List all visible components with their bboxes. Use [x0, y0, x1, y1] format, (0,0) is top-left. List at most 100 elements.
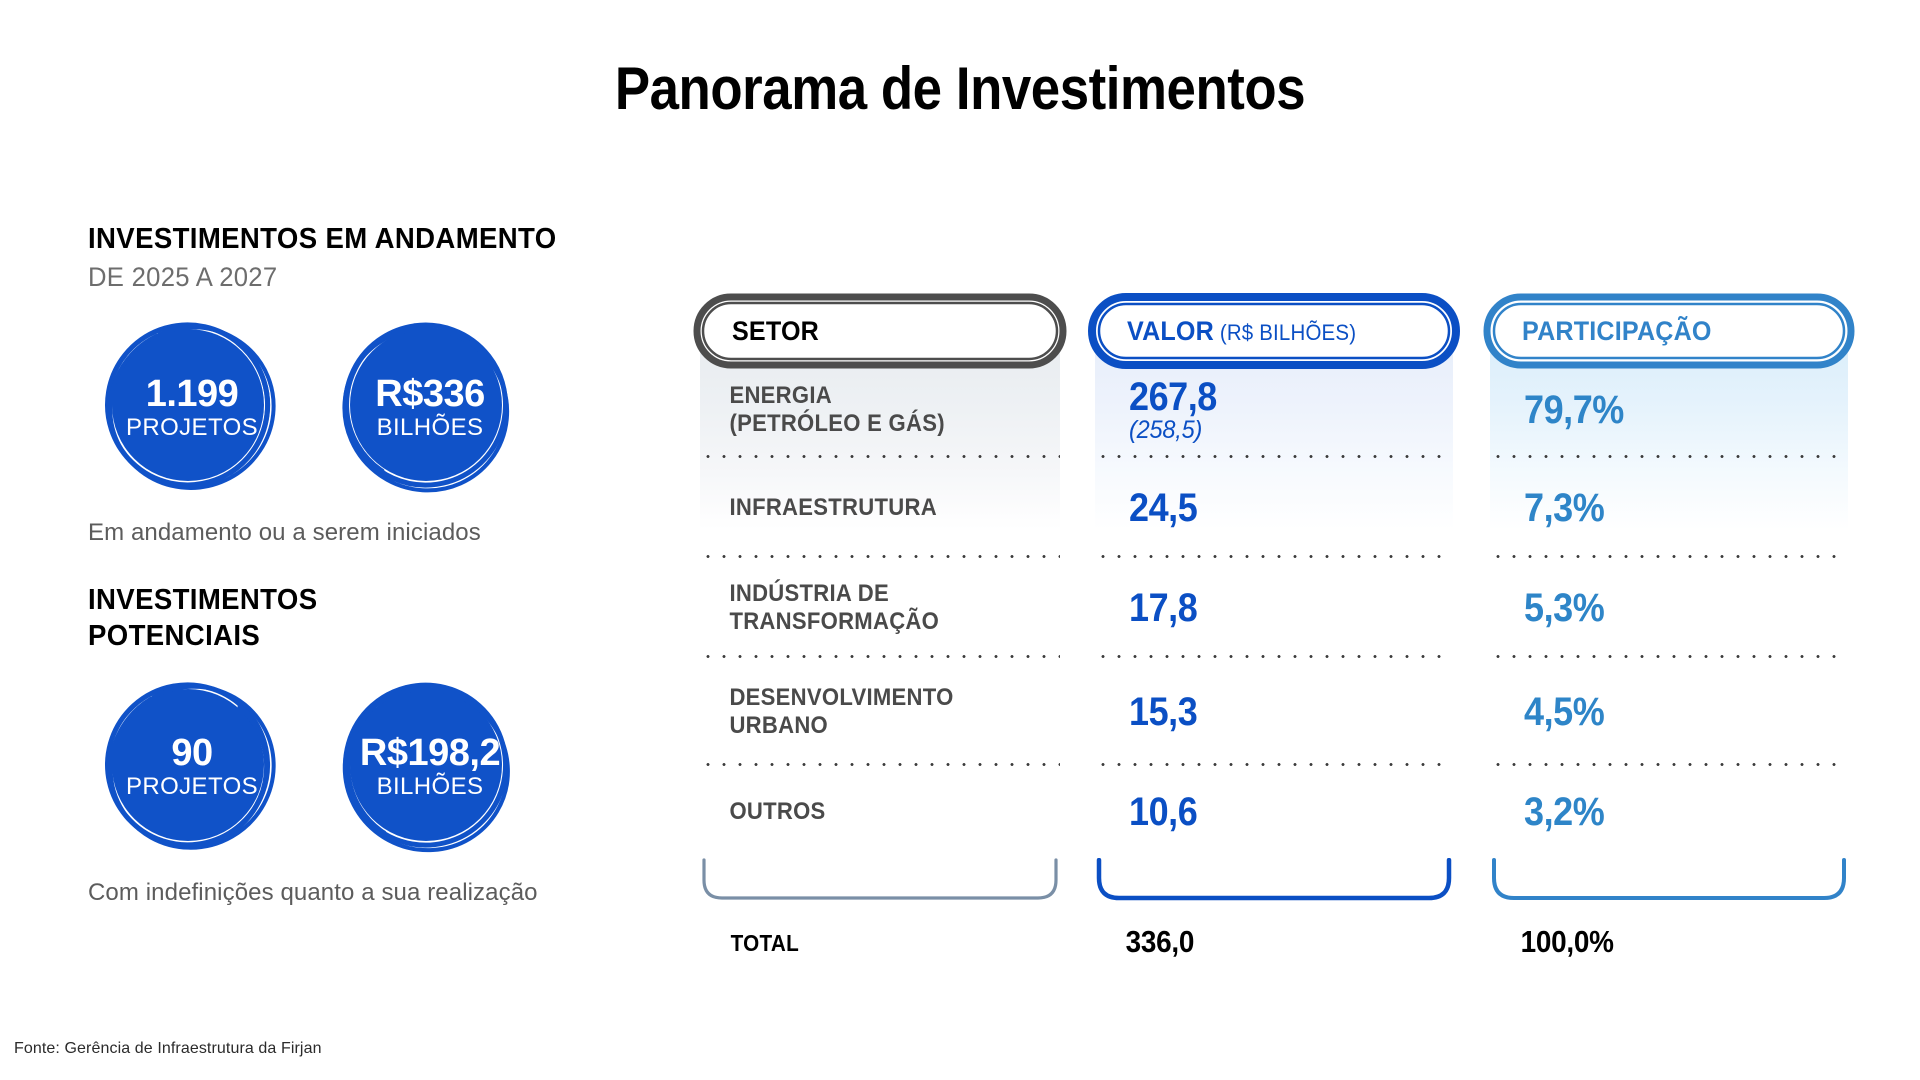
column-value: VALOR (R$ BILHÕES) 267,8 (258,5) 24,5 17…	[1088, 293, 1460, 959]
header-label-value-unit: (R$ BILHÕES)	[1213, 319, 1357, 345]
sector-line-2: TRANSFORMAÇÃO	[729, 608, 940, 635]
column-bottom-bracket	[700, 858, 1060, 902]
participation-number: 3,2%	[1524, 790, 1605, 834]
stat-circle-projects: 90 PROJETOS	[88, 673, 296, 863]
stat-circle-value: R$198,2 BILHÕES	[326, 673, 534, 863]
sketch-pill-icon	[693, 293, 1067, 369]
row-separator	[1095, 555, 1453, 558]
sector-line-1: INDÚSTRIA DE	[729, 579, 889, 607]
total-participation: 100,0%	[1520, 924, 1614, 959]
value-cell: 15,3	[1095, 691, 1205, 733]
sector-line-2: URBANO	[729, 712, 829, 739]
potential-section: INVESTIMENTOS POTENCIAIS 90 PROJETOS	[88, 583, 648, 907]
sketch-circle-icon	[105, 322, 276, 490]
table-row: 24,5	[1095, 458, 1453, 558]
value-cell: 24,5	[1095, 487, 1205, 529]
ongoing-caption: Em andamento ou a serem iniciados	[88, 518, 481, 546]
row-separator	[700, 763, 1060, 766]
row-separator	[1490, 655, 1848, 658]
sector-line-1: ENERGIA	[729, 381, 832, 409]
participation-cell: 5,3%	[1490, 587, 1613, 629]
participation-cell: 7,3%	[1490, 487, 1613, 529]
participation-cell: 79,7%	[1490, 389, 1635, 431]
header-pill-sector[interactable]: SETOR	[693, 293, 1067, 369]
table-row: 3,2%	[1490, 766, 1848, 858]
participation-number: 7,3%	[1524, 486, 1605, 530]
row-separator	[1490, 455, 1848, 458]
table-row: 5,3%	[1490, 558, 1848, 658]
ongoing-stat-circles: 1.199 PROJETOS R$336 BILHÕES	[88, 313, 648, 503]
value-cell: 17,8	[1095, 587, 1205, 629]
potential-heading-line1: INVESTIMENTOS	[88, 583, 318, 616]
investments-table: SETOR ENERGIA (PETRÓLEO E GÁS) INFRAESTR…	[693, 293, 1860, 1000]
participation-rows: 79,7% 7,3% 5,3% 4,5%	[1490, 362, 1848, 858]
table-row: DESENVOLVIMENTO URBANO	[700, 658, 1060, 766]
column-bottom-bracket	[1490, 858, 1848, 902]
header-label-value-main: VALOR	[1127, 315, 1214, 346]
total-row-participation: 100,0%	[1490, 924, 1848, 960]
value-sub-number: (258,5)	[1129, 416, 1203, 445]
sketch-circle-icon	[105, 681, 276, 850]
potential-stat-circles: 90 PROJETOS R$198,2 BILHÕES	[88, 673, 648, 863]
sector-line-2: (PETRÓLEO E GÁS)	[729, 410, 945, 437]
sketch-pill-icon	[1483, 293, 1855, 369]
table-row: OUTROS	[700, 766, 1060, 858]
header-label-value: VALOR (R$ BILHÕES)	[1127, 316, 1356, 347]
row-separator	[1095, 763, 1453, 766]
header-pill-value[interactable]: VALOR (R$ BILHÕES)	[1088, 293, 1460, 369]
sector-cell: INDÚSTRIA DE TRANSFORMAÇÃO	[700, 580, 939, 637]
row-separator	[1095, 655, 1453, 658]
ongoing-subheading: DE 2025 A 2027	[88, 261, 278, 292]
total-row-sector: TOTAL	[700, 930, 1060, 957]
row-separator	[700, 455, 1060, 458]
sector-cell: INFRAESTRUTURA	[700, 494, 937, 522]
column-participation: PARTICIPAÇÃO 79,7% 7,3% 5,3%	[1483, 293, 1855, 959]
table-row: 10,6	[1095, 766, 1453, 858]
value-number: 24,5	[1129, 486, 1198, 530]
sector-line-1: DESENVOLVIMENTO	[729, 683, 954, 711]
sketch-circle-icon	[342, 322, 510, 493]
total-row-value: 336,0	[1095, 924, 1453, 960]
value-number: 267,8	[1129, 375, 1217, 420]
value-cell: 10,6	[1095, 791, 1205, 833]
sector-line-1: INFRAESTRUTURA	[729, 493, 937, 521]
participation-number: 5,3%	[1524, 586, 1605, 630]
sector-cell: DESENVOLVIMENTO URBANO	[700, 684, 954, 741]
ongoing-heading: INVESTIMENTOS EM ANDAMENTO	[88, 223, 557, 255]
left-panel: INVESTIMENTOS EM ANDAMENTO DE 2025 A 202…	[88, 222, 648, 907]
sector-cell: ENERGIA (PETRÓLEO E GÁS)	[700, 382, 945, 439]
stat-circle-value: R$336 BILHÕES	[326, 313, 534, 503]
value-cell: 267,8 (258,5)	[1095, 376, 1227, 443]
total-value: 336,0	[1125, 924, 1195, 959]
header-pill-participation[interactable]: PARTICIPAÇÃO	[1483, 293, 1855, 369]
row-separator	[1095, 455, 1453, 458]
ongoing-section: INVESTIMENTOS EM ANDAMENTO DE 2025 A 202…	[88, 222, 648, 547]
value-number: 10,6	[1129, 790, 1198, 834]
table-row: 7,3%	[1490, 458, 1848, 558]
row-separator	[700, 555, 1060, 558]
potential-caption: Com indefinições quanto a sua realização	[88, 878, 538, 906]
participation-number: 79,7%	[1524, 388, 1624, 432]
header-label-participation: PARTICIPAÇÃO	[1522, 315, 1712, 346]
participation-cell: 3,2%	[1490, 791, 1613, 833]
table-row: 79,7%	[1490, 362, 1848, 458]
total-label: TOTAL	[730, 930, 800, 956]
row-separator	[1490, 763, 1848, 766]
table-row: INDÚSTRIA DE TRANSFORMAÇÃO	[700, 558, 1060, 658]
source-note: Fonte: Gerência de Infraestrutura da Fir…	[14, 1040, 322, 1057]
stat-circle-projects: 1.199 PROJETOS	[88, 313, 296, 503]
row-separator	[1490, 555, 1848, 558]
sketch-pill-icon	[1088, 293, 1460, 369]
table-row: 15,3	[1095, 658, 1453, 766]
row-separator	[700, 655, 1060, 658]
table-row: 267,8 (258,5)	[1095, 362, 1453, 458]
value-number: 15,3	[1129, 690, 1198, 734]
table-row: INFRAESTRUTURA	[700, 458, 1060, 558]
header-label-sector: SETOR	[732, 315, 819, 346]
table-row: 4,5%	[1490, 658, 1848, 766]
sector-cell: OUTROS	[700, 798, 826, 826]
column-bottom-bracket	[1095, 858, 1453, 902]
sketch-circle-icon	[342, 682, 510, 852]
page-title: Panorama de Investimentos	[614, 55, 1306, 122]
table-row: ENERGIA (PETRÓLEO E GÁS)	[700, 362, 1060, 458]
